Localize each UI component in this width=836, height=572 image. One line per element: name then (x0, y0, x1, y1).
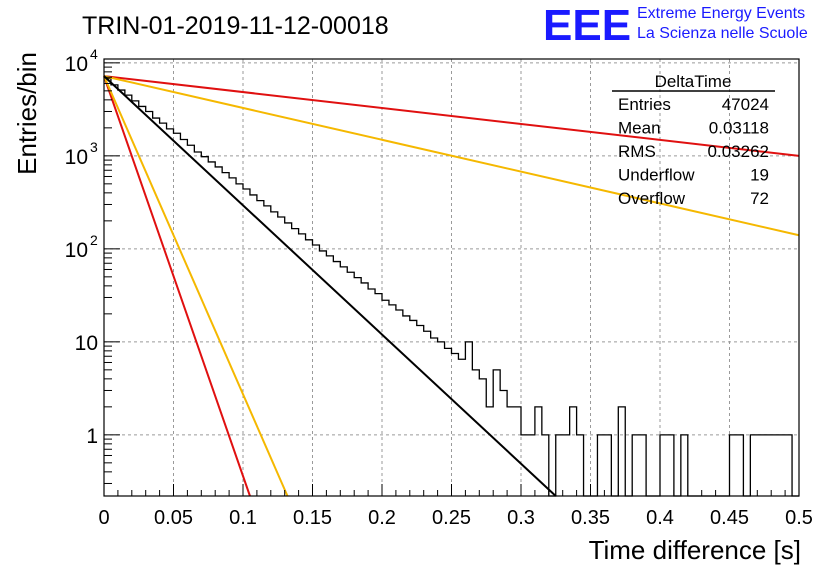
y-tick-exponent: 3 (90, 139, 98, 155)
stats-value: 72 (750, 189, 769, 208)
stats-title: DeltaTime (655, 72, 732, 91)
stats-label: Overflow (618, 189, 686, 208)
y-tick-label: 10 (75, 332, 98, 355)
logo-mark: EEE (543, 1, 631, 50)
stats-box: DeltaTime Entries 47024 Mean 0.03118 RMS 0.03… (612, 72, 775, 208)
y-tick-exponent: 4 (90, 46, 98, 62)
x-tick-label: 0.5 (785, 507, 813, 529)
fit-line-4 (103, 75, 289, 497)
y-tick-exponent: 2 (90, 232, 98, 248)
stats-value: 19 (750, 166, 769, 185)
stats-value: 0.03118 (709, 119, 769, 138)
x-tick-label: 0.05 (154, 507, 193, 529)
x-tick-label: 0 (98, 507, 109, 529)
x-tick-label: 0.25 (432, 507, 471, 529)
y-tick-label: 10 (65, 53, 88, 76)
stats-value: 47024 (722, 95, 769, 114)
stats-value: 0.03262 (708, 142, 769, 161)
fit-line-2 (103, 75, 800, 237)
stats-label: RMS (618, 142, 656, 161)
y-axis-label: Entries/bin (12, 52, 42, 175)
logo-line1: Extreme Energy Events (637, 5, 805, 22)
x-tick-label: 0.1 (229, 507, 257, 529)
logo-line2: La Scienza nelle Scuole (637, 25, 808, 42)
stats-label: Entries (618, 95, 671, 114)
x-tick-label: 0.15 (293, 507, 332, 529)
y-tick-label: 10 (65, 146, 88, 169)
fit-line-3 (103, 75, 251, 497)
stats-label: Underflow (618, 166, 695, 185)
x-tick-label: 0.35 (571, 507, 610, 529)
x-tick-label: 0.2 (368, 507, 396, 529)
x-tick-label: 0.45 (710, 507, 749, 529)
fit-lines-layer (103, 75, 800, 497)
chart-title: TRIN-01-2019-11-12-00018 (82, 12, 389, 40)
y-tick-label: 10 (65, 239, 88, 262)
fit-line-5 (103, 75, 557, 497)
stats-label: Mean (618, 119, 661, 138)
grid-lines (104, 59, 799, 496)
x-tick-label: 0.4 (646, 507, 674, 529)
x-tick-label: 0.3 (507, 507, 535, 529)
fit-line-1 (103, 75, 800, 157)
x-axis-label: Time difference [s] (589, 535, 801, 565)
x-axis-ticks: 0 0.05 0.1 0.15 0.2 0.25 0.3 0.35 0.4 0.45 0.5 (98, 484, 813, 529)
y-tick-label: 1 (86, 425, 98, 448)
